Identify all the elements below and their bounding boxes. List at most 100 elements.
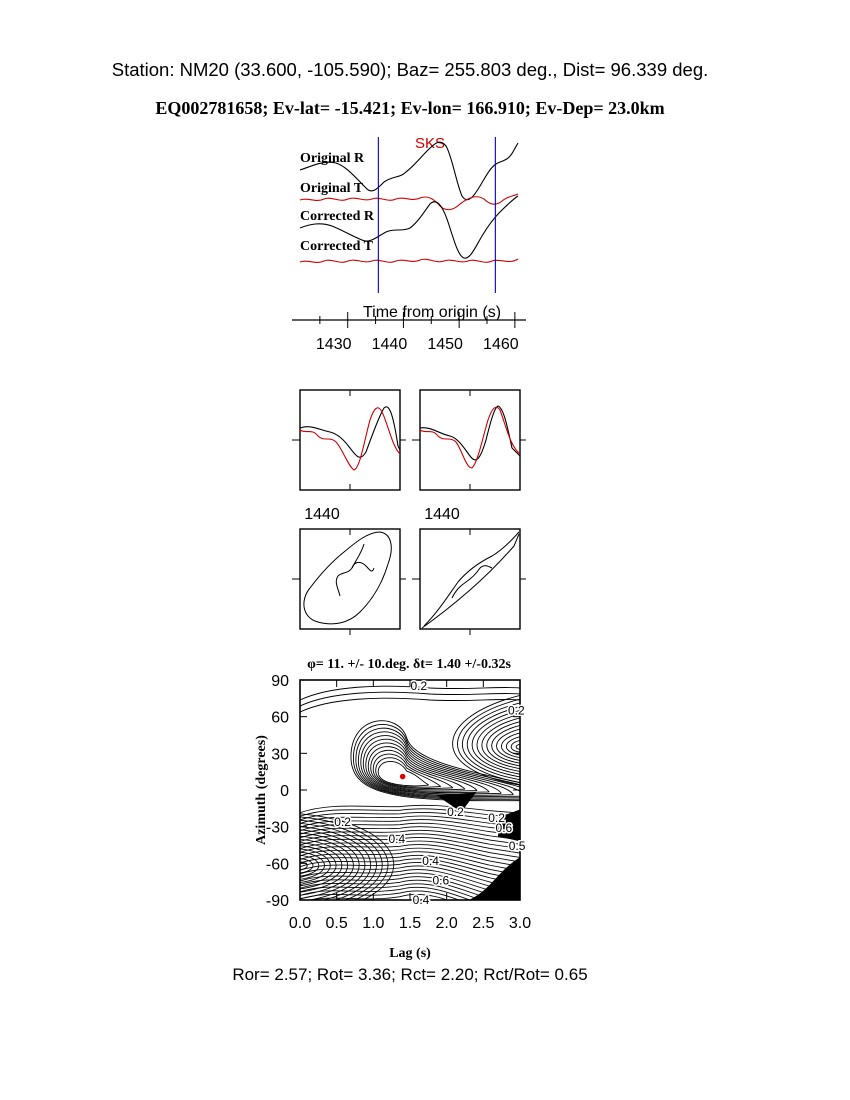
- particle-box-before: [299, 528, 401, 630]
- particle-before-inner: [335, 561, 375, 597]
- contour-lleft-9: [300, 832, 360, 899]
- trace-corrected-t: [299, 258, 519, 263]
- contour-lower-18: [300, 869, 520, 894]
- contour-xtick-label-3: 1.5: [399, 915, 421, 932]
- overlay-after-red: [419, 406, 521, 469]
- contour-ytick-label-5: -60: [266, 856, 289, 873]
- contour-lower-7: [300, 829, 520, 845]
- contour-lower-16: [300, 861, 520, 885]
- contour-lleft-14: [300, 816, 389, 900]
- contour-ytick-label-2: 30: [271, 746, 289, 763]
- contour-lower-25: [308, 894, 450, 900]
- contour-lower-2: [300, 812, 520, 823]
- contour-basin-0: [377, 760, 429, 787]
- contour-lower-15: [300, 858, 520, 881]
- contour-lower-10: [300, 840, 520, 858]
- contour-label-6: 0.5: [509, 839, 526, 853]
- contour-xtick-label-4: 2.0: [436, 915, 458, 932]
- contour-label-9: 0.6: [432, 873, 449, 887]
- contour-lleft-15: [300, 813, 395, 900]
- contour-y-ticks: 90 60 30 0 -30 -60 -90: [266, 673, 520, 910]
- contour-rlobe-3: [501, 732, 520, 759]
- contour-lleft-3: [300, 851, 325, 880]
- contour-label-5: 0.6: [496, 821, 513, 835]
- contour-value-labels: 0.20.20.20.20.40.60.50.20.40.60.4: [333, 678, 528, 909]
- contour-lleft-8: [300, 835, 354, 896]
- time-tick-label-0: 1430: [316, 336, 352, 353]
- contour-lower-9: [300, 836, 520, 854]
- seismogram-panel: SKS Original R Original T Corrected R Co…: [292, 135, 526, 353]
- contour-rlobe-9: [471, 710, 520, 775]
- contour-x-label: Lag (s): [389, 946, 431, 961]
- contour-lleft-6: [300, 842, 343, 890]
- series-label-original-t: Original T: [300, 181, 364, 196]
- contour-lleft-1: [300, 858, 314, 874]
- contour-x-ticks: 0.0 0.5 1.0 1.5 2.0 2.5 3.0: [289, 680, 531, 932]
- contour-lower-13: [300, 851, 520, 872]
- contour-basin-5: [365, 742, 490, 794]
- time-tick-label-2: 1450: [427, 336, 463, 353]
- contour-lower-21: [300, 879, 497, 900]
- overlay-before-black: [299, 406, 401, 458]
- particle-before-ellipse: [303, 531, 392, 625]
- overlay-after-black: [419, 405, 521, 461]
- contour-dark-notch: [435, 792, 476, 812]
- contour-label-3: 0.2: [447, 805, 464, 819]
- summary-stats: Ror= 2.57; Rot= 3.36; Rct= 2.20; Rct/Rot…: [232, 965, 588, 984]
- contour-label-1: 0.2: [508, 704, 525, 718]
- series-label-corrected-r: Corrected R: [300, 209, 375, 224]
- contour-label-8: 0.4: [422, 854, 439, 868]
- contour-label-2: 0.2: [334, 815, 351, 829]
- contour-rlobe-10: [466, 706, 520, 778]
- contour-lower-12: [300, 847, 520, 867]
- contour-lleft-13: [300, 819, 383, 900]
- contour-lleft-5: [300, 845, 337, 887]
- contour-lower-22: [300, 883, 483, 900]
- overlay-before-red: [299, 407, 401, 471]
- contour-ytick-label-1: 60: [271, 710, 289, 727]
- contour-ytick-label-3: 0: [280, 783, 289, 800]
- contour-rlobe-0: [515, 743, 520, 750]
- best-fit-marker: [399, 773, 406, 780]
- event-header: EQ002781658; Ev-lat= -15.421; Ev-lon= 16…: [155, 98, 665, 118]
- contour-lower-1: [300, 808, 520, 818]
- contour-lower-11: [300, 844, 520, 863]
- contour-rlobe-8: [476, 713, 520, 772]
- contour-lleft-2: [300, 854, 320, 877]
- contour-rlobe-11: [461, 702, 520, 781]
- contour-lower-8: [300, 833, 520, 850]
- series-label-original-r: Original R: [300, 151, 365, 166]
- particle-after-inner: [451, 565, 493, 599]
- particle-after-loop: [423, 531, 520, 627]
- contour-lleft-0: [300, 861, 308, 871]
- contour-xtick-label-0: 0.0: [289, 915, 311, 932]
- contour-lleft-11: [300, 826, 371, 900]
- contour-basin-7: [360, 735, 514, 796]
- contour-lleft-10: [300, 829, 366, 900]
- contour-basin-1: [375, 757, 442, 788]
- contour-basin-8: [357, 731, 520, 798]
- contour-rlobe-7: [481, 717, 520, 770]
- contour-basin-4: [367, 746, 478, 792]
- contour-top-2: [300, 697, 520, 713]
- contour-rlobe-2: [505, 736, 520, 756]
- contour-y-label: Azimuth (degrees): [254, 735, 269, 845]
- contour-panel: φ= 11. +/- 10.deg. δt= 1.40 +/-0.32s 0.2…: [254, 657, 531, 961]
- trace-original-t: [299, 193, 519, 211]
- overlay-box-after: [419, 389, 521, 491]
- time-tick-label-3: 1460: [483, 336, 519, 353]
- contour-dark-low: [468, 857, 520, 900]
- contour-lower-0: [300, 804, 520, 814]
- contour-basin-9: [355, 727, 520, 799]
- time-tick-label-1: 1440: [372, 336, 408, 353]
- contour-label-0: 0.2: [410, 679, 427, 693]
- trace-corrected-r: [299, 195, 519, 259]
- contour-rlobe-5: [491, 725, 520, 764]
- contour-lower-5: [300, 822, 520, 836]
- contour-xtick-label-1: 0.5: [326, 915, 348, 932]
- phase-label: SKS: [415, 135, 445, 152]
- contour-rlobe-6: [486, 721, 520, 767]
- particle-before-branch: [351, 543, 365, 569]
- overlay-box-before: [299, 389, 401, 491]
